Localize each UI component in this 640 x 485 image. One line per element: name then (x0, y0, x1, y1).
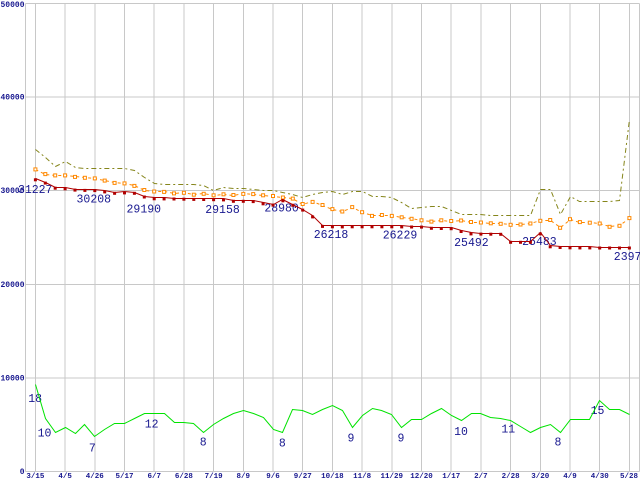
svg-text:4/30: 4/30 (591, 473, 610, 480)
svg-text:15: 15 (591, 405, 605, 418)
svg-text:2/28: 2/28 (502, 473, 521, 480)
svg-text:7/19: 7/19 (205, 473, 224, 480)
svg-text:29190: 29190 (127, 204, 162, 217)
svg-text:5/17: 5/17 (115, 473, 133, 480)
svg-text:11/8: 11/8 (353, 473, 372, 480)
svg-text:50000: 50000 (0, 1, 24, 10)
svg-text:20000: 20000 (0, 281, 24, 290)
svg-text:9/6: 9/6 (266, 473, 280, 480)
svg-text:7: 7 (89, 442, 96, 455)
svg-text:25483: 25483 (522, 236, 557, 249)
svg-text:10/18: 10/18 (321, 473, 344, 480)
svg-text:4/9: 4/9 (563, 473, 577, 480)
svg-text:8: 8 (555, 437, 562, 450)
svg-text:12/20: 12/20 (410, 473, 433, 480)
svg-text:6/7: 6/7 (147, 473, 161, 480)
svg-text:5/28: 5/28 (620, 473, 639, 480)
svg-text:9/27: 9/27 (294, 473, 312, 480)
svg-text:2/7: 2/7 (474, 473, 488, 480)
svg-text:10: 10 (454, 426, 468, 439)
svg-text:8/9: 8/9 (237, 473, 251, 480)
svg-text:26218: 26218 (314, 229, 349, 242)
svg-text:4/5: 4/5 (58, 473, 72, 480)
svg-text:11: 11 (501, 424, 515, 437)
svg-text:4/26: 4/26 (86, 473, 105, 480)
svg-text:11/29: 11/29 (381, 473, 404, 480)
svg-text:0: 0 (20, 468, 25, 477)
svg-text:25492: 25492 (454, 237, 489, 250)
svg-text:30000: 30000 (0, 187, 24, 196)
svg-text:6/28: 6/28 (175, 473, 194, 480)
svg-text:9: 9 (397, 432, 404, 445)
svg-text:29158: 29158 (205, 204, 240, 217)
svg-text:1/17: 1/17 (442, 473, 460, 480)
svg-text:12: 12 (145, 418, 159, 431)
svg-text:3/20: 3/20 (531, 473, 550, 480)
svg-text:31227: 31227 (18, 184, 53, 197)
svg-text:26229: 26229 (383, 229, 418, 242)
svg-text:8: 8 (200, 437, 207, 450)
svg-text:40000: 40000 (0, 94, 24, 103)
svg-text:30208: 30208 (77, 193, 112, 206)
svg-text:10000: 10000 (0, 374, 24, 383)
svg-text:23970: 23970 (614, 251, 640, 264)
svg-text:8: 8 (279, 437, 286, 450)
svg-text:9: 9 (348, 432, 355, 445)
svg-text:3/15: 3/15 (26, 473, 45, 480)
svg-text:10: 10 (38, 427, 52, 440)
